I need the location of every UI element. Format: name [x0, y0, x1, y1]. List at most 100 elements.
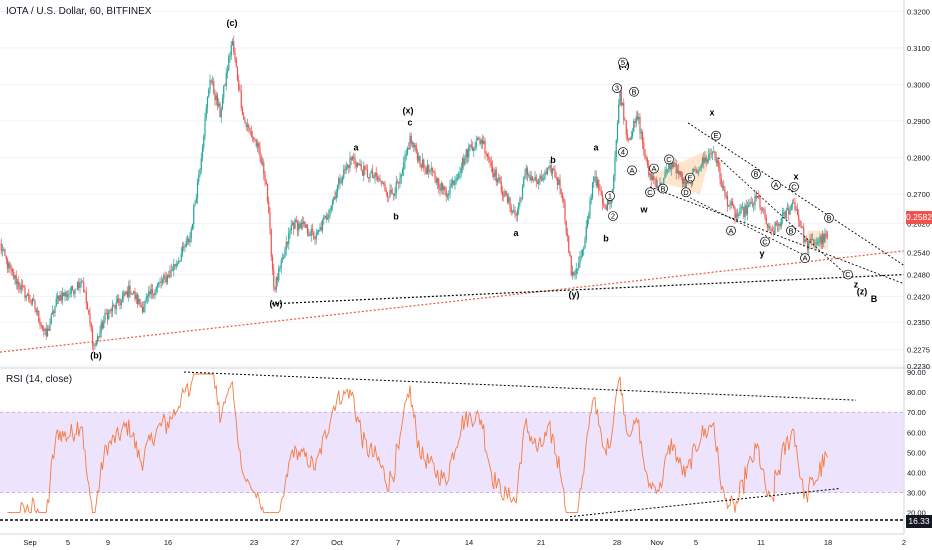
candle-body — [345, 166, 347, 171]
candle-body — [253, 137, 255, 140]
wave-label-16: y — [759, 248, 764, 258]
candle-body — [804, 239, 806, 243]
rsi-tick-label-3: 60.00 — [907, 428, 926, 437]
candle-body — [540, 175, 542, 180]
rsi-current-tag: 16.33 — [906, 515, 932, 528]
candle-body — [523, 177, 525, 187]
time-tick-label-13: 11 — [757, 538, 765, 547]
candle-body — [194, 203, 196, 207]
candle-body — [10, 268, 12, 270]
candle-body — [385, 190, 387, 193]
circled-label-5: A — [629, 166, 634, 175]
candle-body — [461, 158, 464, 168]
candle-body — [220, 109, 222, 117]
circled-marker-16 — [760, 236, 770, 247]
candle-body — [130, 294, 132, 295]
candle-body — [644, 149, 646, 159]
candle-body — [190, 229, 192, 239]
candle-body — [18, 281, 20, 288]
candle-body — [54, 306, 56, 314]
candle-body — [503, 195, 505, 197]
circled-label-8: B — [660, 184, 665, 193]
candle-body — [553, 168, 555, 170]
candle-body — [478, 138, 480, 140]
candle-body — [558, 179, 560, 185]
candle-body — [60, 294, 62, 301]
candle-body — [458, 174, 460, 178]
candle-body — [279, 267, 281, 269]
wave-label-17: z — [854, 279, 859, 289]
candle-body — [444, 186, 446, 191]
candle-body — [439, 188, 441, 191]
candle-body — [793, 202, 795, 204]
candle-body — [785, 209, 787, 219]
circled-label-12: E — [687, 173, 692, 182]
candle-body — [250, 131, 252, 137]
candle-body — [274, 287, 276, 290]
candle-body — [210, 80, 212, 83]
candle-body — [536, 181, 539, 184]
candle-body — [34, 300, 36, 310]
candle-body — [739, 207, 741, 215]
candle-body — [814, 243, 816, 245]
wave-label-14: x — [709, 108, 714, 118]
candle-body — [529, 174, 531, 181]
candle-body — [761, 209, 764, 210]
candle-body — [178, 260, 180, 264]
candle-body — [126, 291, 129, 298]
candle-body — [535, 176, 537, 182]
candle-body — [363, 166, 365, 176]
candle-body — [448, 193, 450, 196]
candle-body — [788, 208, 790, 215]
candle-body — [351, 156, 354, 160]
circled-marker-11 — [681, 187, 691, 198]
rsi-tick-label-4: 50.00 — [907, 448, 926, 457]
candle-body — [5, 256, 7, 260]
candle-body — [171, 270, 174, 272]
candle-body — [583, 247, 585, 250]
candle-body — [19, 287, 21, 290]
candle-body — [299, 223, 301, 229]
candle-body — [249, 128, 251, 132]
candle-body — [150, 289, 152, 295]
candle-body — [158, 282, 160, 285]
time-tick-label-4: 23 — [250, 538, 258, 547]
candle-body — [615, 140, 617, 158]
circled-marker-8 — [658, 183, 668, 194]
candle-body — [403, 162, 405, 170]
rsi-tick-label-1: 80.00 — [907, 388, 926, 397]
candle-body — [213, 81, 215, 94]
candle-body — [370, 170, 372, 174]
candle-body — [64, 292, 66, 296]
candle-body — [545, 172, 547, 174]
candle-body — [251, 136, 254, 138]
candle-body — [66, 295, 69, 297]
candle-body — [378, 178, 380, 180]
candle-body — [278, 268, 280, 281]
time-axis[interactable]: Sep 5 9 16 23 27 Oct 7 14 21 28 Nov 5 11 18 2 — [0, 533, 906, 547]
candle-body — [289, 230, 291, 234]
candle-body — [665, 169, 667, 173]
candle-body — [510, 207, 512, 213]
candle-body — [625, 120, 627, 135]
rsi-axis[interactable]: 90.00 80.00 70.00 60.00 50.00 40.00 30.00 20.00 — [907, 368, 926, 518]
price-tick-label-0: 0.3200 — [907, 7, 930, 16]
candle-body — [754, 195, 756, 205]
candle-body — [433, 171, 435, 173]
wave-label-7: a — [513, 228, 519, 238]
candle-body — [29, 300, 31, 303]
candle-body — [318, 229, 320, 232]
candle-body — [738, 214, 740, 216]
candle-body — [76, 281, 79, 290]
candle-body — [273, 269, 275, 288]
candle-body — [821, 234, 824, 245]
candle-body — [153, 293, 155, 296]
candle-body — [26, 294, 29, 296]
candle-body — [596, 179, 599, 186]
candle-body — [3, 249, 5, 251]
candle-body — [576, 268, 579, 269]
candle-body — [298, 223, 300, 231]
candle-body — [304, 221, 306, 228]
wave-label-10: a — [593, 142, 599, 152]
candle-body — [628, 137, 630, 140]
